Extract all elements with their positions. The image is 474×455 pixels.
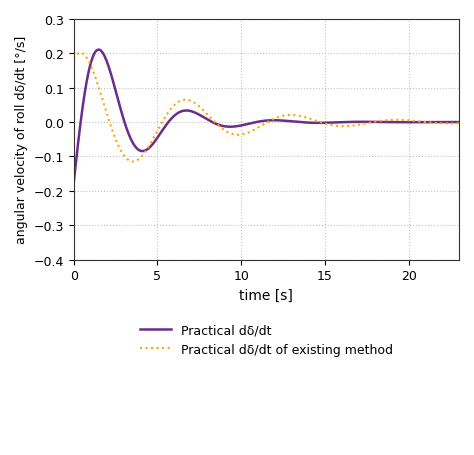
Practical dδ/dt [248, 121, 254, 126]
Practical dδ/dt [445, 120, 451, 126]
Practical dδ/dt [96, 48, 101, 53]
Practical dδ/dt [258, 119, 264, 125]
Practical dδ/dt of existing method [130, 159, 136, 165]
X-axis label: time [s]: time [s] [239, 288, 293, 302]
Practical dδ/dt of existing method [248, 129, 254, 135]
Practical dδ/dt [445, 120, 451, 126]
Y-axis label: angular velocity of roll dδ/dt [°/s]: angular velocity of roll dδ/dt [°/s] [15, 36, 28, 244]
Practical dδ/dt of existing method [446, 121, 451, 127]
Legend: Practical dδ/dt, Practical dδ/dt of existing method: Practical dδ/dt, Practical dδ/dt of exis… [135, 319, 398, 361]
Line: Practical dδ/dt of existing method: Practical dδ/dt of existing method [73, 54, 459, 162]
Line: Practical dδ/dt: Practical dδ/dt [73, 51, 459, 184]
Practical dδ/dt of existing method [258, 124, 264, 129]
Practical dδ/dt of existing method [91, 70, 96, 76]
Practical dδ/dt [91, 54, 96, 59]
Practical dδ/dt [456, 120, 462, 126]
Practical dδ/dt of existing method [456, 121, 462, 126]
Practical dδ/dt [374, 120, 380, 126]
Practical dδ/dt of existing method [445, 121, 451, 127]
Practical dδ/dt of existing method [71, 56, 76, 62]
Practical dδ/dt [71, 181, 76, 187]
Practical dδ/dt of existing method [374, 119, 380, 125]
Practical dδ/dt of existing method [77, 51, 83, 56]
